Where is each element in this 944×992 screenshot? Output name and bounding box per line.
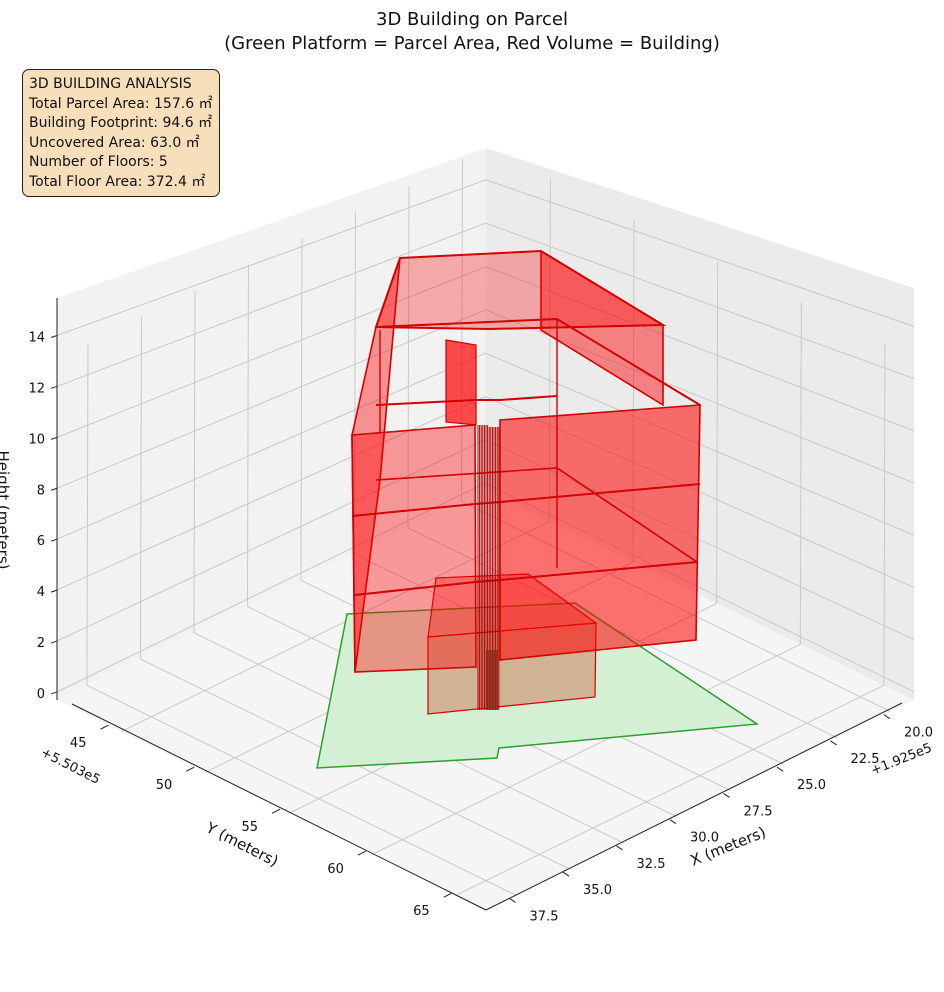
x-tick-label: 20.0 bbox=[904, 726, 933, 741]
x-tick-mark bbox=[830, 740, 837, 746]
z-tick-mark bbox=[50, 385, 58, 389]
x-tick-mark bbox=[723, 793, 730, 798]
x-tick-mark bbox=[776, 766, 784, 772]
grid-line-y-wall bbox=[883, 343, 886, 686]
y-tick-mark bbox=[357, 850, 367, 856]
y-tick-label: 45 bbox=[70, 736, 87, 751]
info-parcel-area: Total Parcel Area: 157.6 ㎡ bbox=[29, 95, 213, 112]
y-tick-label: 60 bbox=[327, 862, 344, 877]
building-floor-line bbox=[375, 395, 558, 406]
y-tick-mark bbox=[271, 808, 281, 814]
z-tick-label: 4 bbox=[37, 585, 45, 600]
grid-line-z bbox=[56, 482, 915, 693]
y-tick-label: 50 bbox=[156, 778, 173, 793]
grid-line-x-floor bbox=[86, 684, 517, 896]
y-tick-label: 55 bbox=[242, 820, 259, 835]
grid-line-y-floor bbox=[455, 684, 885, 896]
x-axis-line bbox=[485, 702, 903, 911]
building-front-wall bbox=[351, 424, 477, 673]
building-corridor-base bbox=[486, 650, 498, 710]
z-tick-label: 0 bbox=[37, 687, 45, 702]
z-tick-label: 2 bbox=[37, 636, 45, 651]
z-tick-label: 14 bbox=[28, 331, 45, 346]
axis-lines bbox=[50, 298, 903, 911]
x-tick-mark bbox=[669, 819, 677, 825]
x-tick-label: 30.0 bbox=[690, 831, 719, 846]
tick-labels: 20.022.525.027.530.032.535.037.545505560… bbox=[28, 331, 933, 925]
x-tick-label: 27.5 bbox=[744, 804, 773, 819]
grid-line-z bbox=[56, 439, 915, 642]
grid-line-z bbox=[56, 179, 915, 336]
grid-line-x-wall bbox=[193, 290, 196, 633]
y-tick-mark bbox=[186, 766, 195, 772]
y-tick-mark bbox=[443, 892, 452, 898]
z-tick-mark bbox=[50, 436, 58, 440]
grid-line-y-wall bbox=[716, 261, 719, 604]
x-tick-label: 25.0 bbox=[797, 778, 826, 793]
z-tick-label: 10 bbox=[28, 432, 45, 447]
building-right-wall bbox=[499, 404, 701, 661]
z-tick-label: 6 bbox=[37, 534, 45, 549]
grid-line-z bbox=[56, 266, 915, 438]
y-axis-line bbox=[71, 703, 487, 911]
building-core bbox=[445, 339, 477, 426]
x-tick-label: 35.0 bbox=[583, 883, 612, 898]
x-tick-mark bbox=[562, 871, 570, 877]
grid-line-x-wall bbox=[353, 212, 356, 555]
axes-panes bbox=[57, 148, 914, 910]
z-tick-mark bbox=[50, 487, 58, 491]
info-heading: 3D BUILDING ANALYSIS bbox=[29, 76, 192, 92]
grid-line-x-wall bbox=[407, 185, 410, 528]
grid-line-y-floor bbox=[372, 643, 801, 855]
z-tick-label: 8 bbox=[37, 483, 45, 498]
x-tick-label: 37.5 bbox=[530, 909, 559, 924]
z-tick-mark bbox=[50, 538, 58, 542]
analysis-info-box: 3D BUILDING ANALYSIS Total Parcel Area: … bbox=[22, 69, 220, 197]
grid-line-z bbox=[56, 352, 915, 540]
chart-subtitle: (Green Platform = Parcel Area, Red Volum… bbox=[224, 33, 720, 54]
grid-line-z bbox=[56, 222, 915, 387]
back-left-pane bbox=[57, 148, 486, 700]
x-tick-label: 32.5 bbox=[637, 857, 666, 872]
x-tick-mark bbox=[616, 845, 623, 851]
z-tick-mark bbox=[50, 335, 58, 338]
grid-line-x-wall bbox=[246, 264, 249, 607]
grid-line-x-wall bbox=[460, 159, 463, 502]
y-tick-mark bbox=[100, 724, 109, 730]
plot-area bbox=[316, 249, 760, 769]
grid-line-x-wall bbox=[86, 343, 89, 686]
info-uncovered-area: Uncovered Area: 63.0 ㎡ bbox=[29, 134, 200, 151]
grid-line-z bbox=[56, 395, 915, 591]
building-roof bbox=[374, 249, 667, 331]
x-tick-mark bbox=[509, 898, 516, 903]
y-offset-label: +5.503e5 bbox=[38, 745, 102, 788]
z-tick-mark bbox=[50, 691, 58, 695]
x-tick-mark bbox=[883, 714, 891, 720]
y-tick-label: 65 bbox=[413, 904, 430, 919]
chart-title: 3D Building on Parcel bbox=[376, 9, 568, 30]
z-tick-label: 12 bbox=[28, 381, 45, 396]
x-tick-label: 22.5 bbox=[851, 752, 880, 767]
info-building-footprint: Building Footprint: 94.6 ㎡ bbox=[29, 115, 213, 131]
info-total-floor-area: Total Floor Area: 372.4 ㎡ bbox=[29, 173, 206, 190]
z-tick-mark bbox=[50, 589, 58, 593]
info-floor-count: Number of Floors: 5 bbox=[29, 154, 168, 170]
grid-line-x-wall bbox=[300, 238, 303, 581]
grid-line-z bbox=[56, 309, 915, 489]
z-tick-mark bbox=[50, 640, 58, 644]
grid-line-y-wall bbox=[799, 302, 802, 645]
z-axis-label: Height (meters) bbox=[0, 451, 12, 570]
